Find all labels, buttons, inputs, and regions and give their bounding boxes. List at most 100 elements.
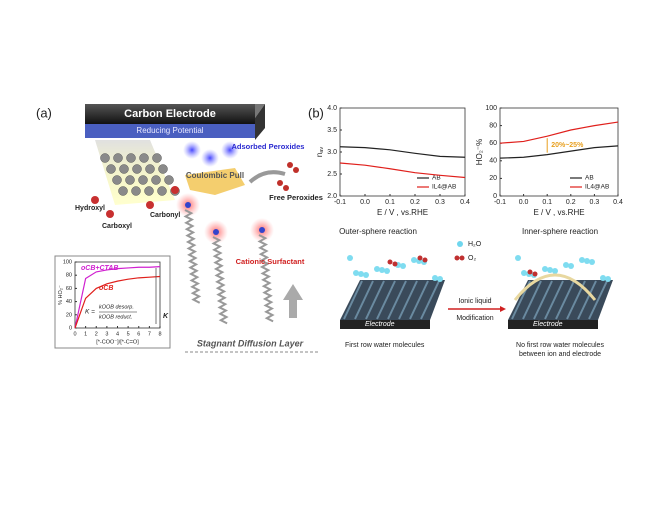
x-axis-label: E / V , vs.RHE [377, 208, 428, 217]
electrode-side [255, 104, 265, 140]
outer-label: Outer-sphere reaction [339, 227, 417, 236]
x-tick-label: 0.0 [519, 199, 529, 206]
water [432, 275, 438, 281]
x-tick-label: 8 [158, 331, 161, 337]
peroxide [201, 149, 219, 167]
legend-label: oCB [99, 285, 113, 292]
water [547, 267, 553, 273]
pull-text: Coulombic Pull [186, 171, 244, 180]
water [552, 268, 558, 274]
hydroxyl-label: Hydroxyl [75, 205, 105, 212]
formula: kOOB reduct. [99, 314, 132, 320]
y-tick-label: 2.0 [327, 193, 337, 200]
water [542, 266, 548, 272]
o2-icon [459, 255, 465, 261]
diffusion-arrow [283, 284, 303, 318]
atom [139, 153, 149, 163]
x-tick-label: 0.4 [613, 199, 623, 206]
water [363, 272, 369, 278]
slab-stripe [343, 280, 363, 320]
inset-frame [54, 255, 171, 349]
series-line [499, 121, 619, 144]
water [589, 259, 595, 265]
atom [158, 164, 168, 174]
x-axis-label: E / V , vs.RHE [533, 208, 584, 217]
surfactant-tail [211, 236, 229, 325]
atom [151, 175, 161, 185]
oxygen [91, 196, 99, 204]
release-arrow [248, 170, 286, 184]
x-tick-label: 5 [127, 331, 130, 337]
series-line [339, 162, 466, 179]
layer-label: Stagnant Diffusion Layer [197, 338, 304, 348]
y-tick-label: 60 [489, 140, 497, 147]
legend-label: AB [585, 175, 594, 182]
atom [157, 186, 167, 196]
k-label: K [163, 313, 169, 320]
slab-stripe [533, 280, 553, 320]
series-line [339, 146, 466, 158]
o2 [532, 271, 538, 277]
caption-right: between ion and electrode [519, 351, 601, 358]
water [605, 276, 611, 282]
peroxide [183, 141, 201, 159]
slabs: Electrode Electrode [340, 255, 613, 329]
water [358, 271, 364, 277]
atom [164, 175, 174, 185]
o2-label: O₂ [468, 255, 476, 262]
electrode-label: Electrode [365, 321, 395, 328]
y-tick-label: 3.0 [327, 149, 337, 156]
electrode-body [85, 104, 255, 124]
oxygen [146, 201, 154, 209]
panel-label: (b) [308, 105, 324, 120]
surfactant-head [185, 202, 191, 208]
atom [131, 186, 141, 196]
caption-right: No first row water molecules [516, 342, 604, 349]
x-tick-label: 7 [148, 331, 151, 337]
adsorbed-label: Adsorbed Peroxides [232, 142, 305, 151]
atom [118, 186, 128, 196]
x-tick-label: 6 [137, 331, 140, 337]
slab-stripe [376, 280, 396, 320]
x-axis-label: [*-COO⁻]/[*-C=O] [96, 339, 139, 345]
y-axis-label-main: % HO₂⁻ [58, 285, 64, 305]
legend-label: IL4@AB [585, 184, 609, 191]
atom [132, 164, 142, 174]
formula: kOOB desorp. [99, 304, 134, 310]
il-label: Ionic liquid [458, 298, 491, 305]
slab-stripe [365, 280, 385, 320]
water [600, 275, 606, 281]
carbonyl-label: Carbonyl [150, 212, 180, 219]
water [584, 258, 590, 264]
water [347, 255, 353, 261]
x-tick-label: 0.2 [410, 199, 420, 206]
y-tick-label: 80 [66, 273, 72, 279]
series-line [74, 266, 161, 329]
y-tick-label: 100 [63, 259, 72, 265]
carboxyl-label: Carboxyl [102, 223, 132, 230]
atom [113, 153, 123, 163]
plot-frame [499, 107, 619, 197]
slab-stripe [522, 280, 542, 320]
water [568, 263, 574, 269]
y-axis-label-main: n [315, 153, 324, 157]
surfactant-label: Cationic Surfactant [236, 257, 305, 266]
x-tick-label: 1 [84, 331, 87, 337]
slab-top [340, 280, 445, 320]
y-tick-label: 60 [66, 286, 72, 292]
x-tick-label: 3 [105, 331, 108, 337]
potential-label: Reducing Potential [136, 126, 203, 135]
annotation: 20%~25% [551, 142, 584, 149]
water [411, 257, 417, 263]
y-tick-label: 100 [485, 105, 497, 112]
y-tick-label: 0 [493, 193, 497, 200]
legend-label: AB [432, 175, 441, 182]
y-tick-label: 80 [489, 122, 497, 129]
oxygen [171, 186, 179, 194]
mod-label: Modification [456, 315, 493, 322]
surfactant-head [259, 227, 265, 233]
o2-icon [454, 255, 460, 261]
electrode-label: Electrode [533, 321, 563, 328]
